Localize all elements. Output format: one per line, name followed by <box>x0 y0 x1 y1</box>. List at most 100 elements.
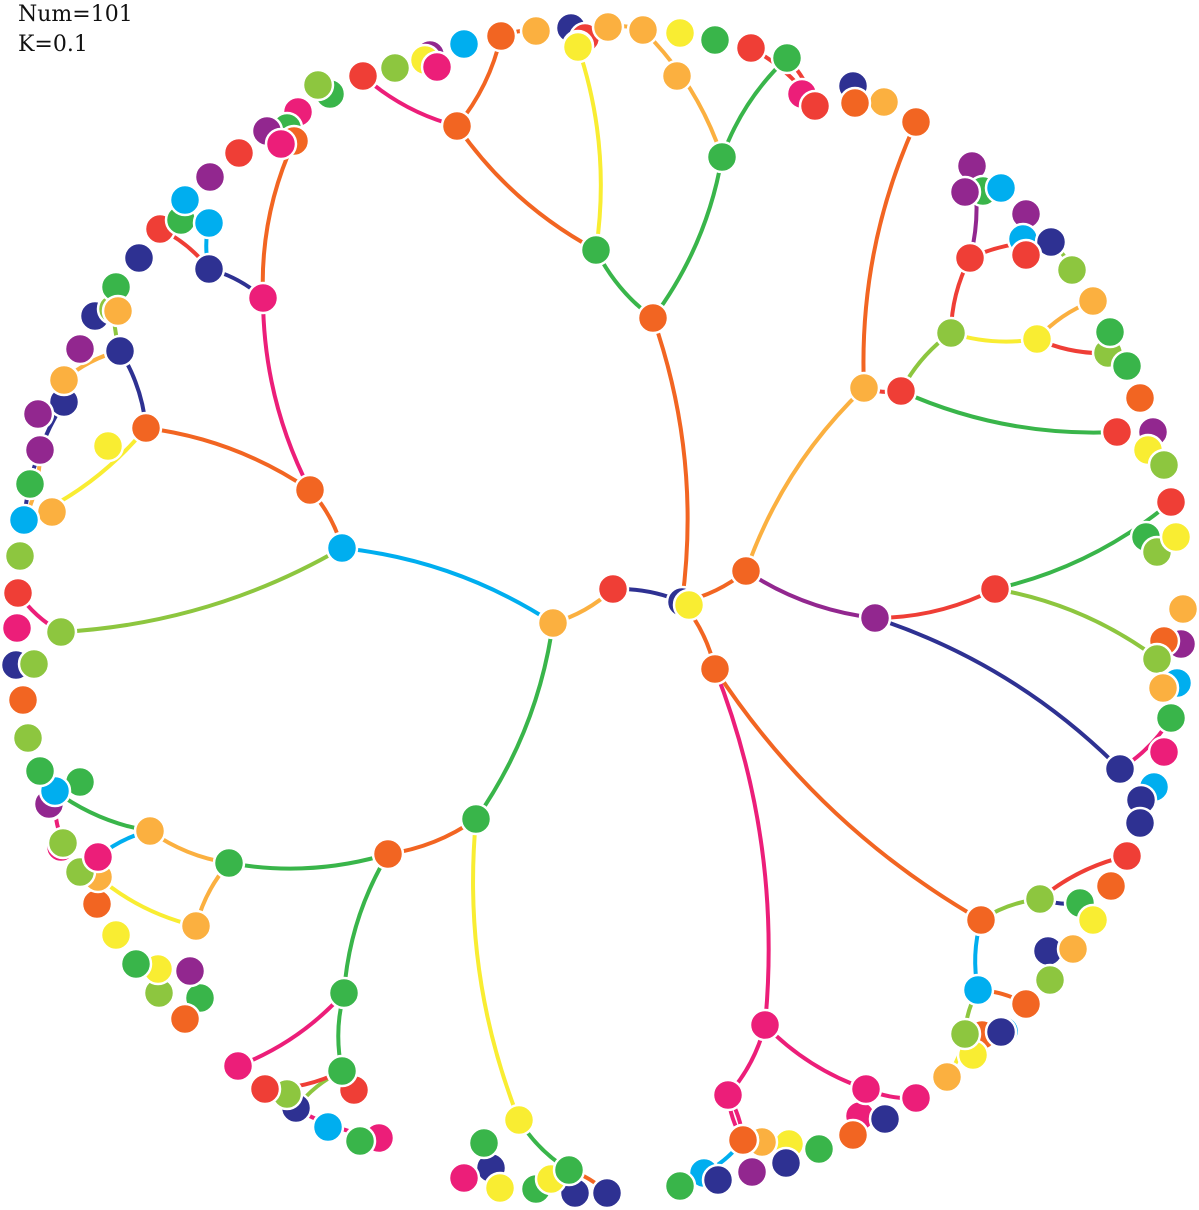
node-o78 <box>836 1118 870 1152</box>
node-o127 <box>0 611 34 645</box>
node-n-cy <box>325 531 359 565</box>
edge-ne-or-r-pu <box>744 569 877 620</box>
edge-ne-or-tr-lo <box>744 386 866 573</box>
node-n-red <box>596 572 630 606</box>
node-o24 <box>660 59 694 93</box>
node-o23 <box>838 86 872 120</box>
node-b-gr3 <box>552 1153 586 1187</box>
node-o107 <box>173 954 207 988</box>
node-o72 <box>984 1015 1018 1049</box>
node-o17 <box>663 16 697 50</box>
node-o28 <box>948 175 982 209</box>
node-o129 <box>3 539 37 573</box>
node-o61 <box>1110 839 1144 873</box>
node-o81 <box>769 1146 803 1180</box>
node-o99 <box>343 1124 377 1158</box>
edge-sw-or-sw-gr <box>227 852 390 871</box>
node-sw-lo <box>133 814 167 848</box>
node-o12 <box>561 30 595 64</box>
node-o103 <box>221 1049 255 1083</box>
node-o134 <box>91 429 125 463</box>
node-o143 <box>101 294 135 328</box>
node-s-or <box>698 652 732 686</box>
node-se-or <box>964 903 998 937</box>
node-r-pu <box>858 601 892 635</box>
node-o15 <box>734 31 768 65</box>
node-o122 <box>23 754 57 788</box>
edge-l-or-l-or2 <box>144 426 312 492</box>
edge-n-cy-l-lime <box>59 546 344 634</box>
edge-top-or-top-gr2 <box>651 155 724 320</box>
node-o49 <box>1166 592 1199 626</box>
node-top-or2 <box>440 109 474 143</box>
node-sw-lo2 <box>179 909 213 943</box>
node-l-navy <box>103 334 137 368</box>
edge-r-pu-r-red <box>873 587 997 620</box>
k-label: K=0.1 <box>18 32 88 57</box>
node-n-gr <box>459 802 493 836</box>
node-b-gr <box>327 976 361 1010</box>
node-o104 <box>248 1072 282 1106</box>
edge-n-or-n-gr <box>474 621 555 821</box>
node-o135 <box>23 433 57 467</box>
node-se-pink2 <box>849 1072 883 1106</box>
node-o150 <box>222 136 256 170</box>
edge-sw-or-b-gr <box>342 852 390 995</box>
edge-n-or-n-cy <box>340 546 555 625</box>
node-o118 <box>81 840 115 874</box>
node-o100 <box>311 1110 345 1144</box>
node-o1 <box>378 51 412 85</box>
node-tr-lo <box>847 371 881 405</box>
node-top-gr2 <box>705 140 739 174</box>
node-o132 <box>7 503 41 537</box>
node-o131 <box>35 495 69 529</box>
node-o144 <box>122 241 156 275</box>
edge-b-gr-o103 <box>236 991 346 1068</box>
edge-s-or-se-or <box>713 667 983 922</box>
edge-top-gr2-o16 <box>720 56 789 159</box>
node-o77 <box>868 1102 902 1136</box>
node-o44 <box>1154 485 1188 519</box>
node-o138 <box>47 363 81 397</box>
node-ctr-y <box>672 588 706 622</box>
node-top-gr <box>579 233 613 267</box>
node-o111 <box>99 918 133 952</box>
node-o112 <box>80 887 114 921</box>
node-o83 <box>735 1155 769 1189</box>
node-tl-pink <box>264 127 298 161</box>
node-o62 <box>1094 869 1128 903</box>
node-o54 <box>1146 671 1180 705</box>
node-l-pink <box>246 281 280 315</box>
node-o68 <box>1009 987 1043 1021</box>
node-b-y <box>502 1103 536 1137</box>
node-tl-navy <box>192 252 226 286</box>
node-o88 <box>663 1169 697 1203</box>
node-o27 <box>984 171 1018 205</box>
edge-top-gr-o12 <box>576 45 603 252</box>
node-o147 <box>192 206 226 240</box>
node-l-or <box>293 473 327 507</box>
edge-tr-red-o37 <box>899 389 1119 435</box>
node-o6 <box>484 19 518 53</box>
node-o66 <box>1056 932 1090 966</box>
node-o139 <box>63 332 97 366</box>
node-o35 <box>1076 284 1110 318</box>
node-o156 <box>301 68 335 102</box>
node-o56 <box>1147 735 1181 769</box>
node-o123 <box>11 721 45 755</box>
node-o85 <box>701 1163 735 1197</box>
node-o11 <box>591 10 625 44</box>
edge-tr-lo-tr-or <box>861 120 918 390</box>
node-o47 <box>1159 520 1193 554</box>
node-o126 <box>17 647 51 681</box>
node-se-lime <box>1023 882 1057 916</box>
node-o106 <box>168 1002 202 1036</box>
node-o20 <box>346 59 380 93</box>
node-tr-red <box>884 374 918 408</box>
node-o79 <box>802 1132 836 1166</box>
edge-s-or-se-pink <box>713 667 771 1027</box>
node-o148 <box>168 183 202 217</box>
node-tr-red2 <box>953 241 987 275</box>
node-o13 <box>626 13 660 47</box>
edge-r-pu-r-navy <box>873 616 1122 771</box>
